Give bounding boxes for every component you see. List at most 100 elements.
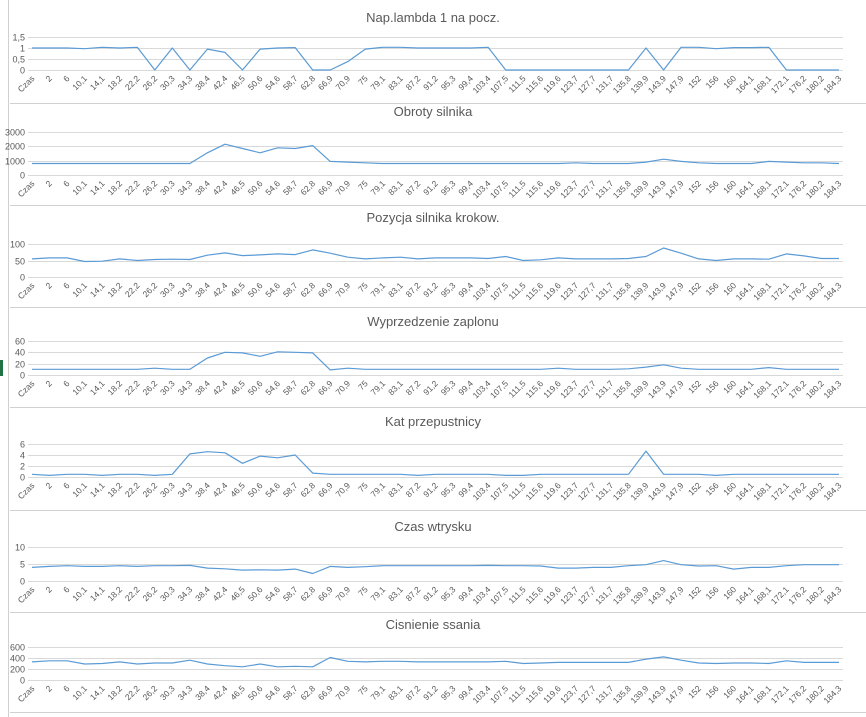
- x-tick-label: 87,2: [404, 378, 423, 397]
- x-tick-label: 156: [704, 584, 721, 601]
- x-tick-label: 131,7: [593, 683, 615, 705]
- x-tick-label: 168,1: [751, 584, 773, 606]
- x-tick-label: 54,6: [263, 178, 282, 197]
- x-tick-label: 176,2: [786, 480, 808, 502]
- x-tick-label: 26,2: [140, 683, 159, 702]
- x-tick-label: 10,1: [70, 378, 89, 397]
- x-tick-label: 38,4: [193, 480, 212, 499]
- x-tick-label: 135,8: [611, 683, 633, 705]
- x-tick-label: 62,8: [298, 480, 317, 499]
- x-tick-label: 143,9: [646, 73, 668, 95]
- series-line: [31, 247, 839, 263]
- x-tick-label: 95,3: [439, 480, 458, 499]
- x-tick-label: 123,7: [558, 683, 580, 705]
- x-tick-label: 70,9: [333, 480, 352, 499]
- x-tick-label: 58,7: [281, 584, 300, 603]
- x-tick-label: 38,4: [193, 378, 212, 397]
- x-tick-label: 30,3: [158, 178, 177, 197]
- x-tick-label: 87,2: [404, 584, 423, 603]
- x-tick-label: 22,2: [123, 73, 142, 92]
- y-tick-label: 20: [15, 360, 25, 370]
- x-tick-label: 119,6: [541, 178, 563, 200]
- y-tick-label: 60: [15, 337, 25, 347]
- x-tick-label: 103,4: [470, 280, 492, 302]
- x-tick-label: 91,2: [421, 480, 440, 499]
- x-tick-label: 22,2: [123, 683, 142, 702]
- chart-title: Nap.lambda 1 na pocz.: [366, 10, 500, 25]
- x-tick-label: 26,2: [140, 480, 159, 499]
- x-tick-label: Czas: [16, 378, 37, 399]
- x-tick-label: 156: [704, 178, 721, 195]
- x-tick-label: 6: [61, 178, 72, 189]
- x-tick-label: 139,9: [628, 378, 650, 400]
- x-tick-label: Czas: [16, 73, 37, 94]
- x-tick-label: 143,9: [646, 683, 668, 705]
- x-tick-label: 6: [61, 584, 72, 595]
- x-tick-label: 115,6: [524, 378, 546, 400]
- x-tick-label: 66,9: [316, 378, 335, 397]
- y-tick-label: 100: [10, 240, 25, 250]
- chart-2[interactable]: Obroty silnika 0 1000 2000 3000 Czas 2 610,114,…: [5, 104, 866, 206]
- x-tick-label: 184,3: [821, 378, 843, 400]
- x-tick-label: 42,4: [211, 480, 230, 499]
- x-tick-label: 107,5: [488, 178, 510, 200]
- x-tick-label: 168,1: [751, 378, 773, 400]
- x-tick-label: 164,1: [734, 280, 756, 302]
- x-tick-label: 152: [686, 584, 703, 601]
- x-tick-label: 62,8: [298, 378, 317, 397]
- x-tick-label: 50,6: [246, 280, 265, 299]
- x-tick-label: 22,2: [123, 378, 142, 397]
- x-tick-label: 62,8: [298, 73, 317, 92]
- x-tick-label: 2: [44, 178, 55, 189]
- x-tick-label: 115,6: [524, 73, 546, 95]
- x-tick-label: 164,1: [734, 73, 756, 95]
- y-tick-label: 0,5: [12, 55, 25, 65]
- x-tick-label: 176,2: [786, 73, 808, 95]
- x-tick-label: 127,7: [576, 378, 598, 400]
- x-tick-label: 156: [704, 378, 721, 395]
- x-tick-label: 2: [44, 683, 55, 694]
- x-tick-label: 156: [704, 480, 721, 497]
- x-tick-label: 127,7: [576, 584, 598, 606]
- x-tick-label: 127,7: [576, 73, 598, 95]
- x-tick-label: 135,8: [611, 584, 633, 606]
- x-tick-label: 176,2: [786, 280, 808, 302]
- x-tick-label: 18,2: [105, 280, 124, 299]
- cell-selection-marker: [0, 360, 3, 376]
- x-tick-label: 38,4: [193, 178, 212, 197]
- x-tick-label: 70,9: [333, 683, 352, 702]
- x-tick-label: 168,1: [751, 178, 773, 200]
- chart-6[interactable]: Czas wtrysku 0 5 10 Czas 2 610,114,118,222,226…: [10, 519, 866, 613]
- x-tick-label: 123,7: [558, 584, 580, 606]
- chart-title: Czas wtrysku: [394, 519, 471, 534]
- y-tick-label: 4: [20, 451, 25, 461]
- x-tick-label: 107,5: [488, 480, 510, 502]
- x-tick-label: 103,4: [470, 480, 492, 502]
- x-tick-label: 46,5: [228, 178, 247, 197]
- x-tick-label: 152: [686, 73, 703, 90]
- chart-title: Kat przepustnicy: [385, 414, 482, 429]
- x-tick-label: 6: [61, 480, 72, 491]
- x-tick-label: 2: [44, 73, 55, 84]
- x-tick-label: 180,2: [804, 683, 826, 705]
- x-tick-label: 42,4: [211, 73, 230, 92]
- x-tick-label: 184,3: [821, 178, 843, 200]
- x-tick-label: 38,4: [193, 280, 212, 299]
- y-tick-label: 10: [15, 543, 25, 553]
- x-tick-label: 107,5: [488, 280, 510, 302]
- x-tick-label: 46,5: [228, 584, 247, 603]
- x-tick-label: 139,9: [628, 178, 650, 200]
- x-tick-label: 58,7: [281, 480, 300, 499]
- x-tick-label: 131,7: [593, 584, 615, 606]
- x-tick-label: 54,6: [263, 584, 282, 603]
- x-tick-label: 143,9: [646, 378, 668, 400]
- x-tick-label: 10,1: [70, 584, 89, 603]
- x-tick-label: 131,7: [593, 280, 615, 302]
- x-tick-label: 10,1: [70, 178, 89, 197]
- x-tick-label: 123,7: [558, 378, 580, 400]
